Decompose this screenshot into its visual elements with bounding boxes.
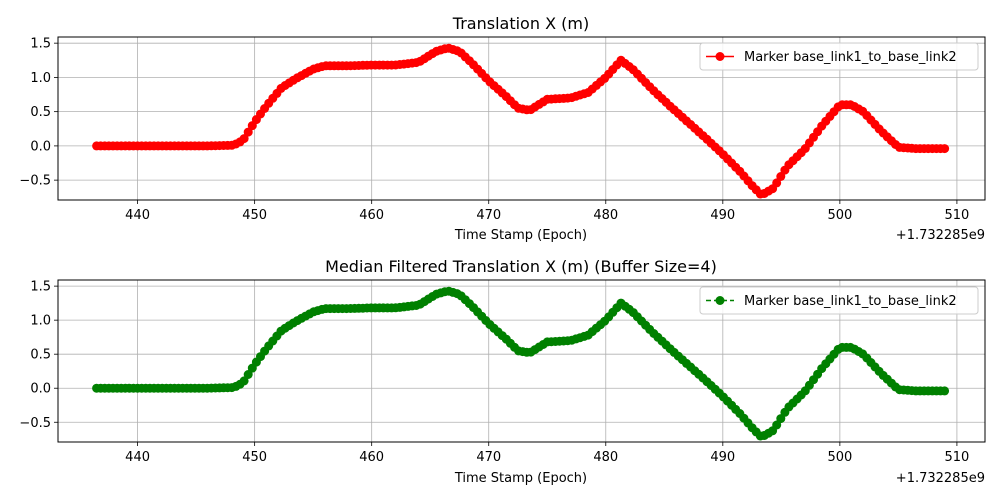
x-tick-label: 500: [827, 208, 852, 223]
x-ticks: 440 450 460 470 480 490 500 510: [125, 442, 969, 465]
legend-label: Marker base_link1_to_base_link2: [744, 50, 957, 65]
subplot-bottom: Median Filtered Translation X (m) (Buffe…: [19, 257, 986, 486]
data-point: [940, 144, 950, 154]
x-tick-label: 440: [125, 208, 150, 223]
legend-box: [699, 42, 979, 71]
x-tick-label: 460: [359, 208, 384, 223]
series-layer: [92, 286, 950, 441]
data-point: [772, 178, 782, 188]
x-tick-label: 500: [827, 450, 852, 465]
x-tick-label: 490: [710, 450, 735, 465]
y-tick-label: 0.0: [30, 382, 51, 397]
axes-frame: [57, 36, 986, 201]
data-point: [776, 172, 786, 181]
x-tick-label: 450: [242, 208, 267, 223]
y-tick-label: 0.5: [30, 348, 51, 363]
x-tick-label: 480: [593, 450, 618, 465]
data-point: [243, 370, 253, 379]
data-point: [239, 134, 249, 144]
y-ticks: −0.5 0.0 0.5 1.0 1.5: [19, 37, 58, 189]
y-tick-label: 1.0: [30, 71, 51, 86]
data-point: [940, 386, 950, 396]
legend-marker: [715, 296, 725, 305]
data-point: [239, 376, 249, 386]
x-tick-label: 470: [476, 208, 501, 223]
x-tick-label: 510: [944, 450, 969, 465]
x-offset-label: +1.732285e9: [896, 471, 985, 486]
series-layer: [92, 43, 950, 199]
x-tick-label: 480: [593, 208, 618, 223]
x-tick-label: 470: [476, 450, 501, 465]
legend-label: Marker base_link1_to_base_link2: [744, 294, 957, 309]
y-tick-label: 0.0: [30, 139, 51, 154]
x-axis-label: Time Stamp (Epoch): [454, 471, 587, 486]
axes-frame: [57, 279, 986, 443]
legend: Marker base_link1_to_base_link2: [699, 42, 979, 71]
y-tick-label: −0.5: [19, 416, 51, 431]
legend-box: [699, 286, 979, 315]
x-tick-label: 450: [242, 450, 267, 465]
x-tick-label: 440: [125, 450, 150, 465]
y-tick-label: 0.5: [30, 105, 51, 120]
x-tick-label: 510: [944, 208, 969, 223]
y-tick-label: 1.0: [30, 314, 51, 329]
chart-title: Median Filtered Translation X (m) (Buffe…: [325, 257, 717, 276]
y-tick-label: 1.5: [30, 280, 51, 295]
legend-marker: [715, 52, 725, 61]
x-tick-label: 460: [359, 450, 384, 465]
x-ticks: 440 450 460 470 480 490 500 510: [125, 200, 969, 223]
y-ticks: −0.5 0.0 0.5 1.0 1.5: [19, 280, 58, 431]
chart-title: Translation X (m): [452, 14, 589, 33]
legend: Marker base_link1_to_base_link2: [699, 286, 979, 315]
x-axis-label: Time Stamp (Epoch): [454, 228, 587, 243]
subplot-top: Translation X (m) 440 450 460 470 480 490 500 5…: [19, 14, 986, 243]
y-tick-label: 1.5: [30, 37, 51, 52]
x-offset-label: +1.732285e9: [896, 228, 985, 243]
data-point: [243, 127, 253, 137]
y-tick-label: −0.5: [19, 174, 51, 189]
x-tick-label: 490: [710, 208, 735, 223]
data-point: [772, 420, 782, 430]
